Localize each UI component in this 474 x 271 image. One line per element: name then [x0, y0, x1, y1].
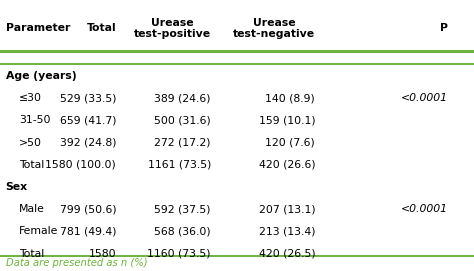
Text: 529 (33.5): 529 (33.5) [60, 93, 116, 103]
Text: ≤30: ≤30 [19, 93, 42, 103]
Text: P: P [440, 24, 448, 33]
Text: 140 (8.9): 140 (8.9) [265, 93, 315, 103]
Text: 1160 (73.5): 1160 (73.5) [147, 249, 211, 259]
Text: 159 (10.1): 159 (10.1) [259, 115, 315, 125]
Text: 799 (50.6): 799 (50.6) [60, 204, 116, 214]
Text: 592 (37.5): 592 (37.5) [155, 204, 211, 214]
Text: Total: Total [19, 249, 44, 259]
Text: 207 (13.1): 207 (13.1) [259, 204, 315, 214]
Text: 31-50: 31-50 [19, 115, 50, 125]
Text: Age (years): Age (years) [6, 71, 76, 81]
Text: 420 (26.6): 420 (26.6) [259, 160, 315, 170]
Text: <0.0001: <0.0001 [401, 204, 448, 214]
Text: 659 (41.7): 659 (41.7) [60, 115, 116, 125]
Text: Data are presented as n (%): Data are presented as n (%) [6, 258, 147, 268]
Text: 1580 (100.0): 1580 (100.0) [46, 160, 116, 170]
Text: 1161 (73.5): 1161 (73.5) [147, 160, 211, 170]
Text: Urease
test-negative: Urease test-negative [233, 18, 315, 39]
Text: Urease
test-positive: Urease test-positive [134, 18, 211, 39]
Text: 420 (26.5): 420 (26.5) [259, 249, 315, 259]
Text: Sex: Sex [6, 182, 28, 192]
Text: 389 (24.6): 389 (24.6) [155, 93, 211, 103]
Text: 568 (36.0): 568 (36.0) [155, 227, 211, 236]
Text: 500 (31.6): 500 (31.6) [154, 115, 211, 125]
Text: Male: Male [19, 204, 45, 214]
Text: 213 (13.4): 213 (13.4) [259, 227, 315, 236]
Text: >50: >50 [19, 138, 42, 147]
Text: Total: Total [86, 24, 116, 33]
Text: 1580: 1580 [89, 249, 116, 259]
Text: Total: Total [19, 160, 44, 170]
Text: 392 (24.8): 392 (24.8) [60, 138, 116, 147]
Text: <0.0001: <0.0001 [401, 93, 448, 103]
Text: 272 (17.2): 272 (17.2) [155, 138, 211, 147]
Text: 120 (7.6): 120 (7.6) [265, 138, 315, 147]
Text: Parameter: Parameter [6, 24, 70, 33]
Text: 781 (49.4): 781 (49.4) [60, 227, 116, 236]
Text: Female: Female [19, 227, 58, 236]
